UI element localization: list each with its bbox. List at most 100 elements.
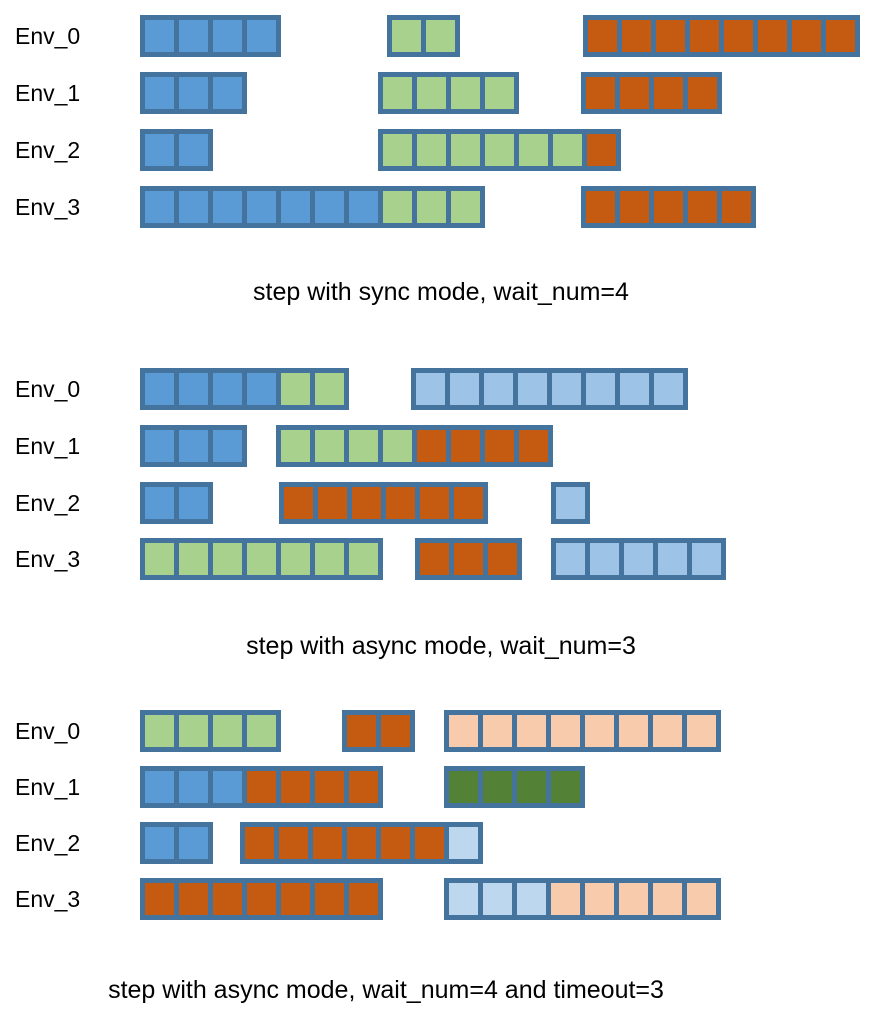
step-cell-orange [826,20,855,52]
step-cell-blue [179,134,208,166]
step-cell-orange [454,543,483,575]
row-label-env_0: Env_0 [15,23,81,49]
step-cell-orange [656,20,685,52]
step-cell-green [281,430,310,462]
step-cell-green [383,430,412,462]
row-label-env_0: Env_0 [15,376,81,402]
step-cell-blue [145,77,174,109]
step-bar [140,72,247,114]
step-cell-green [349,430,378,462]
step-cell-green [281,373,310,405]
step-cell-orange [420,543,449,575]
step-cell-peach [619,715,648,747]
step-cell-lightblue [692,543,721,575]
step-cell-peach [585,715,614,747]
step-cell-green [145,715,174,747]
step-cell-orange [381,827,410,859]
step-cell-blue [145,827,174,859]
row-label-env_1: Env_1 [15,774,81,800]
step-cell-green [417,77,446,109]
step-cell-blue [179,191,208,223]
step-cell-blue [213,430,242,462]
step-bar [378,129,621,171]
step-cell-orange [415,827,444,859]
step-cell-orange [213,883,242,915]
step-bar [411,368,688,410]
step-bar [387,15,460,57]
step-cell-blue [145,20,174,52]
row-label-env_3: Env_3 [15,546,81,572]
step-cell-green [426,20,455,52]
row-label-env_2: Env_2 [15,137,81,163]
step-cell-blue [145,771,174,803]
step-bar [444,878,721,920]
step-cell-lightblue [556,543,585,575]
step-cell-paleblue [483,883,512,915]
step-cell-orange [454,487,483,519]
step-cell-green [247,543,276,575]
step-cell-green [247,715,276,747]
step-cell-orange [654,191,683,223]
step-bar [583,15,860,57]
step-cell-darkgreen [551,771,580,803]
step-cell-orange [690,20,719,52]
step-cell-orange [347,715,376,747]
step-cell-orange [281,771,310,803]
step-cell-green [451,134,480,166]
step-cell-darkgreen [483,771,512,803]
step-cell-green [485,134,514,166]
step-cell-green [349,543,378,575]
step-cell-blue [145,134,174,166]
step-cell-blue [145,373,174,405]
step-cell-blue [213,77,242,109]
step-cell-green [179,715,208,747]
step-cell-orange [281,883,310,915]
step-cell-green [315,373,344,405]
step-cell-blue [247,20,276,52]
step-cell-orange [654,77,683,109]
step-cell-orange [417,430,446,462]
step-cell-green [315,430,344,462]
step-cell-blue [179,77,208,109]
step-cell-lightblue [654,373,683,405]
step-bar [140,878,383,920]
step-cell-peach [653,883,682,915]
step-cell-orange [247,771,276,803]
step-cell-green [392,20,421,52]
step-bar [140,822,213,864]
step-bar [551,482,590,524]
step-cell-lightblue [590,543,619,575]
row-label-env_3: Env_3 [15,886,81,912]
step-cell-green [213,543,242,575]
step-cell-green [485,77,514,109]
step-cell-peach [687,883,716,915]
step-cell-lightblue [552,373,581,405]
step-cell-lightblue [518,373,547,405]
step-cell-green [417,191,446,223]
step-bar [140,425,247,467]
step-cell-blue [179,771,208,803]
step-cell-peach [551,715,580,747]
step-cell-lightblue [658,543,687,575]
step-bar [140,482,213,524]
step-bar [415,538,522,580]
step-bar [378,72,519,114]
step-cell-blue [179,430,208,462]
step-cell-orange [315,771,344,803]
step-cell-orange [284,487,313,519]
step-cell-orange [622,20,651,52]
step-cell-orange [688,191,717,223]
step-cell-darkgreen [449,771,478,803]
step-bar [140,368,349,410]
step-cell-orange [724,20,753,52]
step-cell-blue [281,191,310,223]
step-cell-blue [213,20,242,52]
step-cell-lightblue [450,373,479,405]
step-cell-peach [687,715,716,747]
step-cell-lightblue [416,373,445,405]
step-cell-orange [247,883,276,915]
step-cell-orange [245,827,274,859]
step-cell-lightblue [586,373,615,405]
step-cell-orange [792,20,821,52]
step-cell-darkgreen [517,771,546,803]
